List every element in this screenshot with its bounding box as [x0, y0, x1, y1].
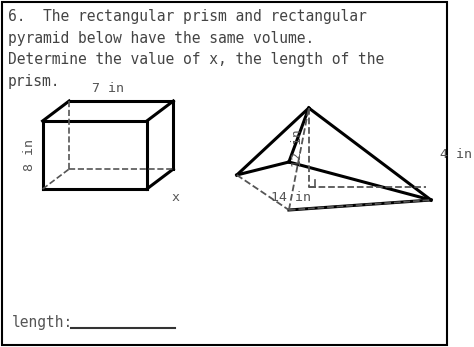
Text: 12 in: 12 in [291, 129, 304, 167]
Text: x: x [171, 191, 179, 203]
Text: 8 in: 8 in [23, 139, 36, 171]
Text: 14 in: 14 in [271, 191, 311, 204]
FancyBboxPatch shape [2, 2, 447, 345]
Text: 6.  The rectangular prism and rectangular
pyramid below have the same volume.
De: 6. The rectangular prism and rectangular… [8, 9, 384, 89]
Text: length:: length: [11, 315, 73, 330]
Text: 4 in: 4 in [440, 147, 473, 161]
Text: 7 in: 7 in [92, 82, 124, 95]
